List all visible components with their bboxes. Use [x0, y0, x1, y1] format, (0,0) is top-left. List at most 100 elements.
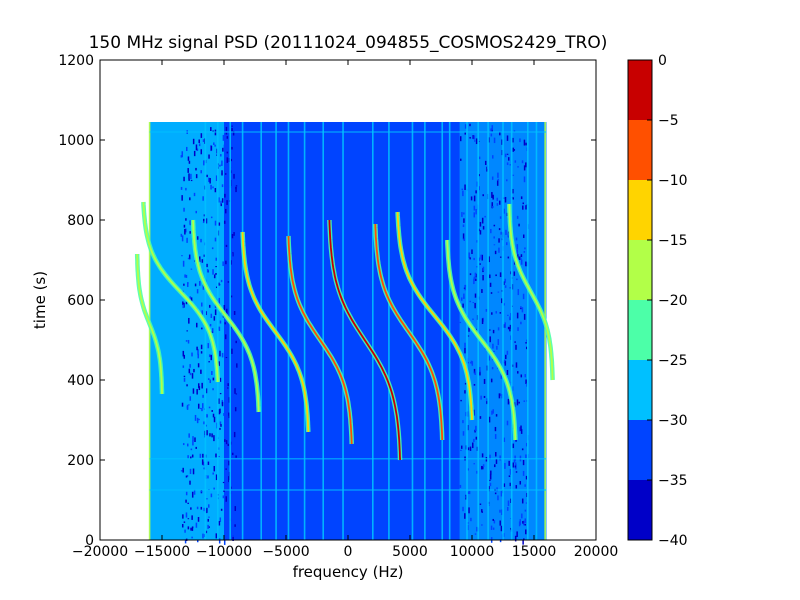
noise-speck: [506, 420, 509, 426]
noise-speck: [219, 350, 221, 357]
noise-speck: [483, 378, 486, 384]
noise-speck: [227, 260, 230, 263]
noise-speck: [189, 197, 191, 201]
noise-speck: [185, 491, 188, 496]
noise-speck: [490, 128, 492, 132]
noise-speck: [190, 268, 193, 270]
noise-speck: [205, 424, 208, 427]
noise-speck: [220, 154, 222, 157]
noise-speck: [509, 327, 511, 332]
noise-speck: [505, 229, 507, 235]
noise-speck: [234, 524, 236, 527]
noise-speck: [185, 218, 187, 221]
noise-speck: [189, 296, 192, 301]
noise-speck: [471, 361, 474, 366]
noise-speck: [496, 203, 499, 206]
vertical-line: [229, 122, 231, 540]
noise-speck: [201, 310, 203, 316]
noise-speck: [459, 136, 462, 142]
noise-speck: [210, 145, 213, 151]
noise-speck: [471, 249, 473, 255]
noise-speck: [509, 482, 512, 487]
noise-speck: [521, 160, 524, 164]
noise-speck: [521, 513, 523, 519]
noise-speck: [497, 178, 500, 182]
noise-speck: [195, 167, 197, 171]
vertical-line: [372, 122, 374, 540]
noise-speck: [231, 146, 233, 150]
noise-speck: [462, 233, 465, 240]
noise-speck: [225, 218, 227, 220]
noise-speck: [202, 196, 204, 201]
noise-speck: [196, 236, 199, 240]
noise-speck: [184, 529, 186, 533]
noise-speck: [235, 393, 238, 395]
noise-speck: [473, 278, 475, 285]
noise-speck: [233, 374, 235, 379]
noise-speck: [210, 127, 212, 131]
noise-speck: [225, 374, 227, 380]
noise-speck: [182, 304, 185, 309]
noise-speck: [504, 285, 507, 288]
noise-speck: [482, 275, 484, 281]
noise-speck: [187, 257, 190, 260]
noise-speck: [234, 506, 237, 512]
noise-speck: [198, 143, 201, 147]
noise-speck: [467, 491, 469, 495]
noise-speck: [503, 281, 505, 286]
noise-speck: [194, 283, 197, 287]
noise-speck: [215, 474, 218, 481]
noise-speck: [470, 196, 473, 201]
noise-speck: [473, 383, 476, 386]
noise-speck: [233, 387, 235, 389]
noise-speck: [467, 447, 470, 451]
noise-speck: [183, 354, 186, 359]
noise-speck: [482, 194, 484, 197]
noise-speck: [524, 523, 526, 526]
noise-speck: [481, 254, 484, 261]
noise-speck: [496, 487, 498, 492]
noise-speck: [196, 539, 199, 543]
noise-speck: [481, 524, 483, 526]
noise-speck: [189, 364, 191, 368]
noise-speck: [524, 529, 527, 535]
noise-speck: [463, 218, 465, 223]
noise-speck: [224, 322, 226, 325]
noise-speck: [214, 237, 217, 242]
noise-speck: [208, 361, 210, 363]
noise-speck: [181, 255, 183, 257]
noise-speck: [523, 538, 525, 540]
noise-speck: [465, 498, 467, 500]
noise-speck: [195, 144, 198, 151]
noise-speck: [514, 465, 517, 468]
noise-speck: [509, 287, 511, 289]
noise-speck: [207, 378, 210, 380]
noise-speck: [460, 297, 463, 301]
noise-speck: [207, 524, 209, 529]
noise-speck: [499, 312, 502, 314]
noise-speck: [525, 205, 527, 210]
noise-speck: [183, 176, 185, 182]
noise-speck: [180, 233, 183, 237]
noise-speck: [222, 495, 225, 499]
noise-speck: [524, 509, 527, 512]
noise-speck: [220, 508, 223, 511]
noise-speck: [235, 186, 237, 189]
noise-speck: [231, 380, 234, 382]
noise-speck: [211, 410, 213, 412]
noise-speck: [515, 237, 518, 241]
noise-speck: [500, 231, 502, 235]
noise-speck: [218, 520, 221, 526]
noise-speck: [522, 521, 524, 524]
colorbar-level: [628, 120, 652, 180]
colorbar-tick-label: −25: [658, 353, 688, 369]
noise-speck: [193, 489, 196, 495]
horizontal-line: [149, 458, 547, 460]
noise-speck: [511, 386, 514, 391]
noise-speck: [495, 311, 498, 314]
noise-speck: [228, 397, 231, 403]
noise-speck: [482, 464, 485, 467]
noise-speck: [218, 361, 220, 366]
noise-speck: [195, 522, 198, 528]
noise-speck: [462, 224, 465, 228]
